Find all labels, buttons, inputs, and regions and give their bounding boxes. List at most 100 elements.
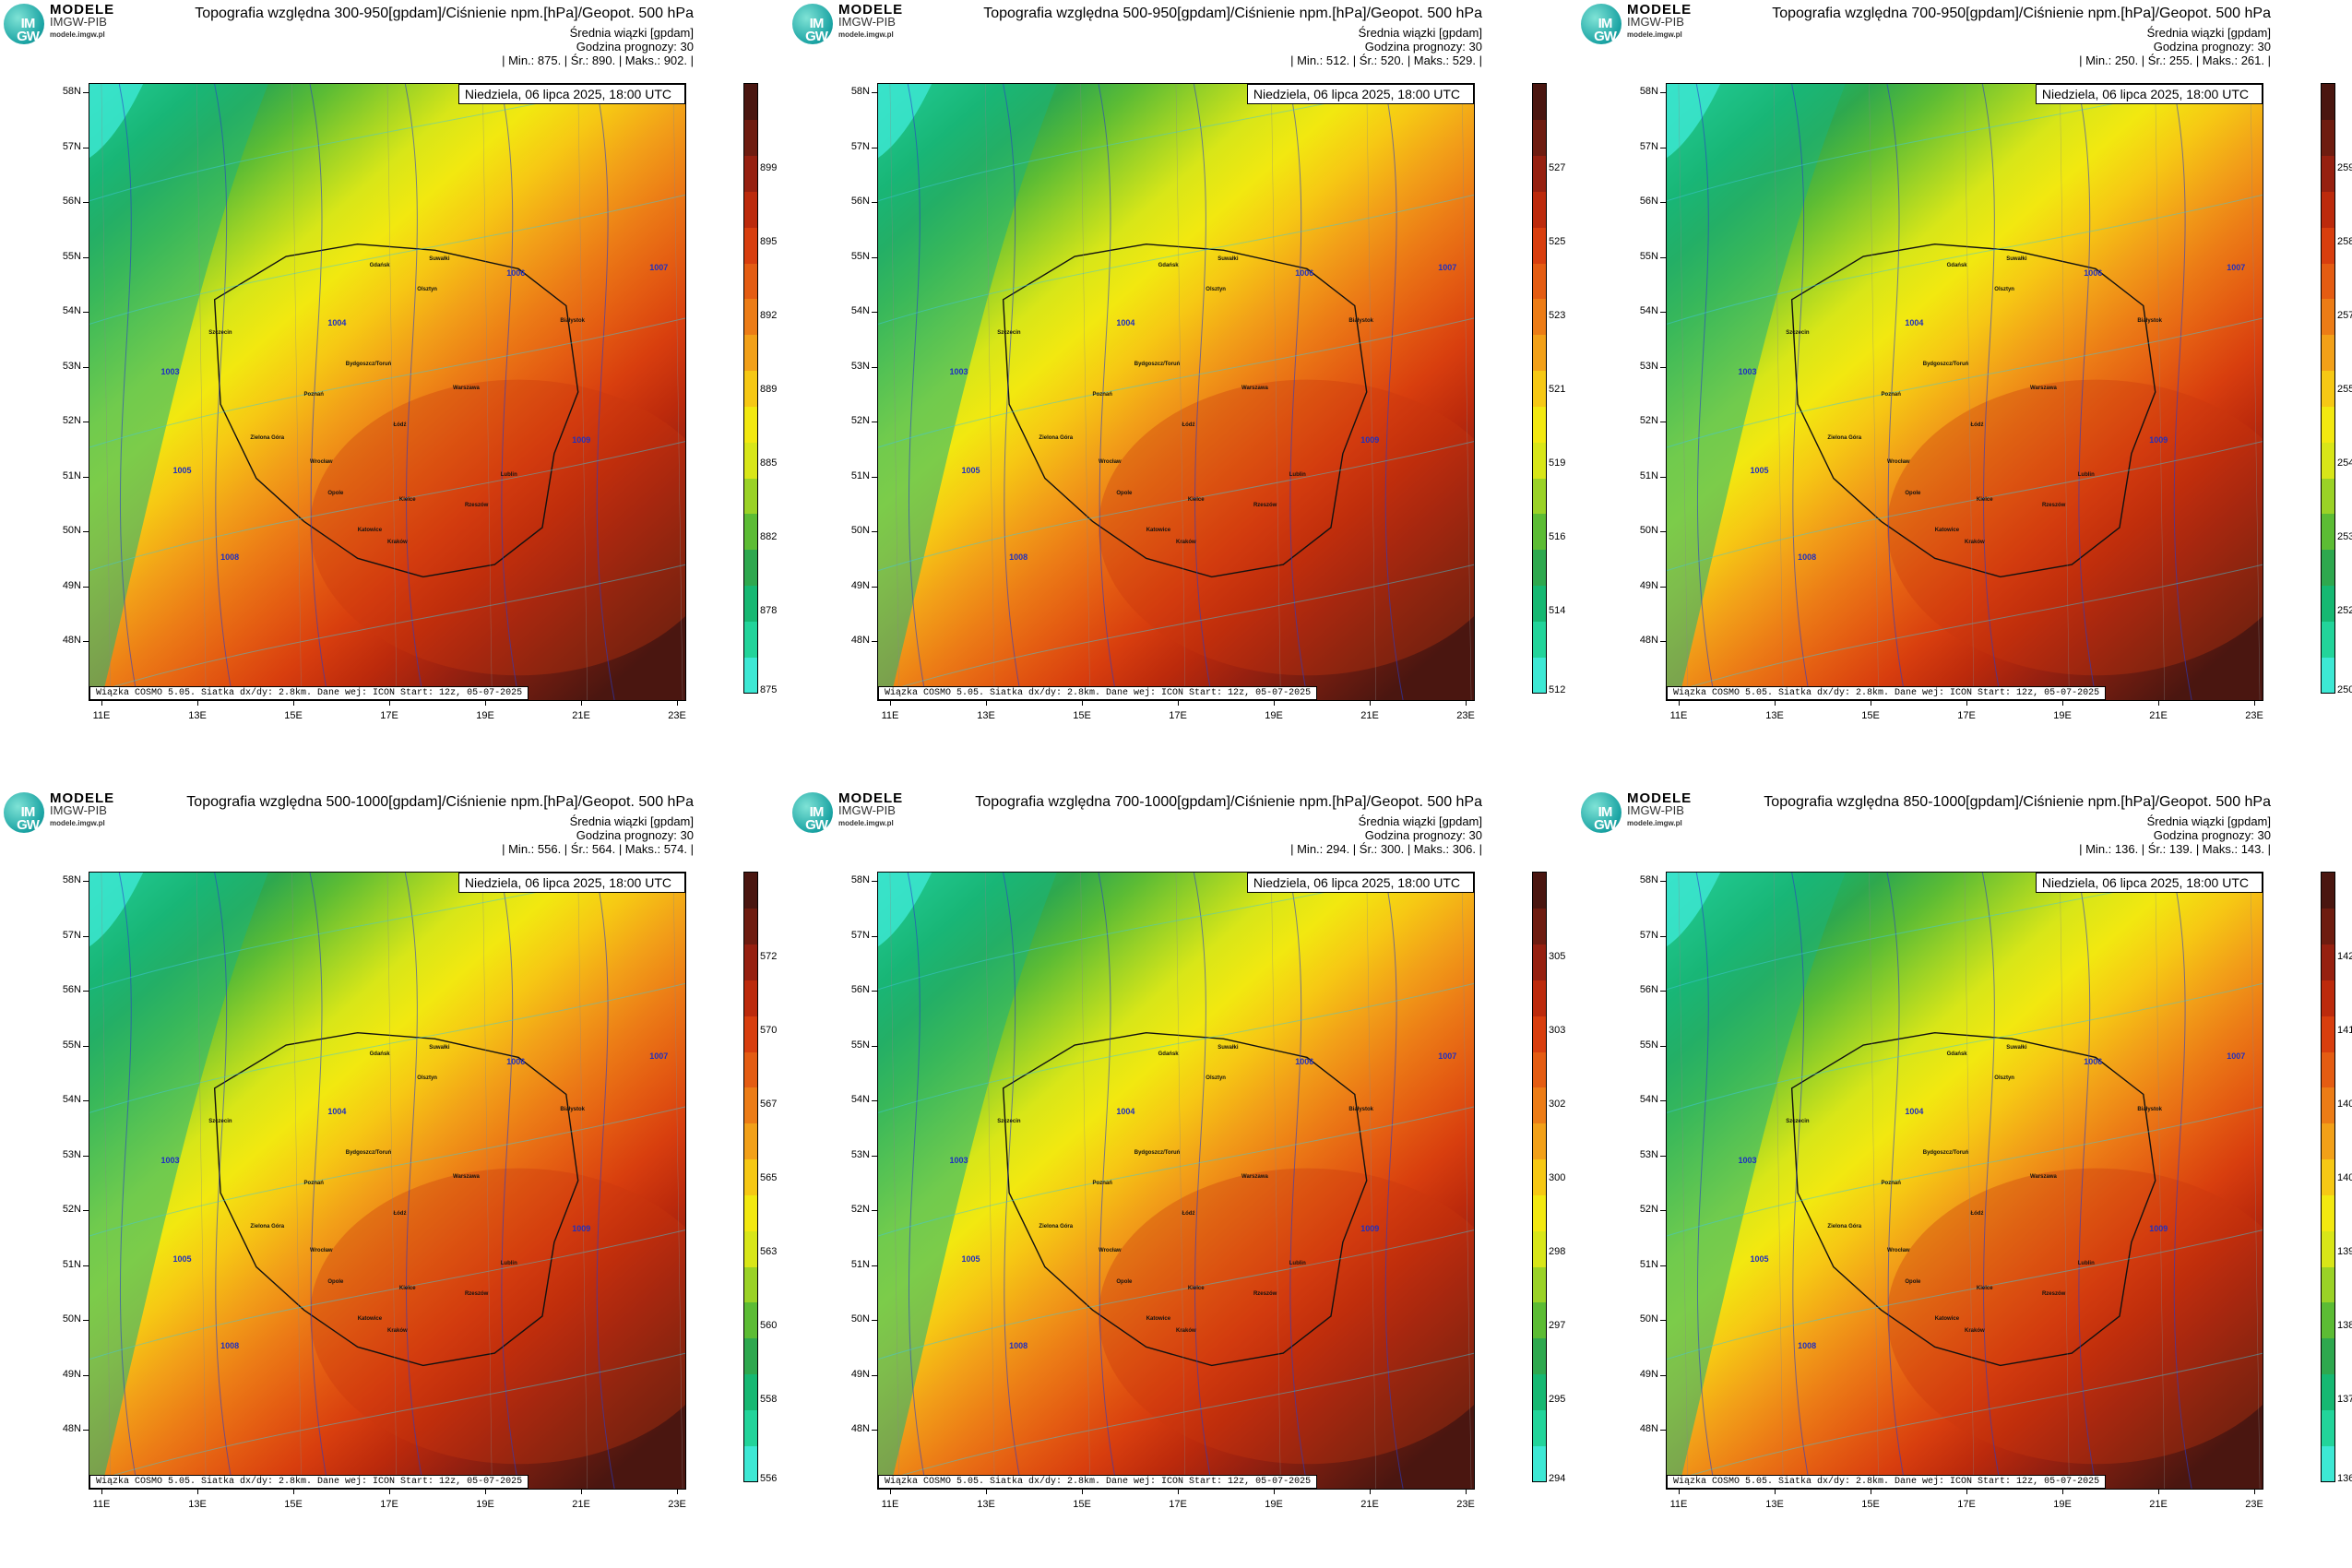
latitude-label: 52N <box>850 415 870 426</box>
isobar-label: 1003 <box>949 367 968 377</box>
colorbar-segment <box>1533 1445 1546 1482</box>
panel-subtitle: Średnia wiązki [gpdam] <box>569 26 694 40</box>
colorbar <box>2321 872 2335 1482</box>
panel-subtitle: Średnia wiązki [gpdam] <box>1358 814 1482 828</box>
colorbar-segment <box>2322 1373 2334 1410</box>
longitude-label: 15E <box>284 710 303 721</box>
isobar-label: 1008 <box>1009 552 1028 562</box>
geopotential-line <box>878 564 1474 695</box>
longitude-tick <box>1274 1489 1275 1494</box>
brand-org: IMGW-PIB <box>50 15 107 29</box>
longitude-label: 13E <box>1765 710 1784 721</box>
colorbar-segment <box>2322 980 2334 1016</box>
longitude-label: 19E <box>2053 710 2072 721</box>
meridian <box>1080 84 1090 700</box>
city-label: Suwałki <box>429 1045 450 1051</box>
latitude-tick <box>872 881 877 882</box>
imgw-logo: IM GW <box>4 792 44 833</box>
forecast-hour: Godzina prognozy: 30 <box>2153 40 2271 53</box>
map-area[interactable]: Gdańsk Suwałki Olsztyn Szczecin Białystok Byd… <box>89 872 686 1490</box>
longitude-tick <box>101 700 102 706</box>
cool-band <box>1667 84 1846 700</box>
meridian <box>672 873 683 1489</box>
meridian <box>1678 873 1689 1489</box>
city-label: Olsztyn <box>1994 287 2014 293</box>
cool-corner <box>1667 84 1721 159</box>
colorbar-segment <box>1533 1194 1546 1231</box>
colorbar-label: 563 <box>760 1246 778 1257</box>
latitude-tick <box>83 1100 89 1101</box>
map-area[interactable]: Gdańsk Suwałki Olsztyn Szczecin Białystok Byd… <box>89 83 686 701</box>
city-label: Szczecin <box>208 330 232 337</box>
longitude-tick <box>1966 1489 1967 1494</box>
isobar-line <box>214 873 234 1489</box>
longitude-tick <box>2062 1489 2063 1494</box>
imgw-logo: IM GW <box>1581 4 1621 44</box>
logo-text: IM GW <box>17 16 40 44</box>
city-label: Suwałki <box>1218 1045 1239 1051</box>
colorbar-segment <box>744 191 757 228</box>
city-label: Bydgoszcz/Toruń <box>345 361 392 367</box>
city-label: Katowice <box>357 1315 383 1322</box>
city-label: Łódź <box>1182 422 1195 429</box>
latitude-tick <box>1660 531 1666 532</box>
map-area[interactable]: Gdańsk Suwałki Olsztyn Szczecin Białystok Byd… <box>877 83 1475 701</box>
meridian <box>101 873 112 1489</box>
longitude-label: 13E <box>1765 1499 1784 1510</box>
geopotential-line <box>878 194 1474 325</box>
cool-corner <box>878 84 932 159</box>
isobar-line <box>1193 873 1213 1489</box>
forecast-hour: Godzina prognozy: 30 <box>576 828 694 842</box>
latitude-label: 54N <box>850 305 870 316</box>
map-area[interactable]: Gdańsk Suwałki Olsztyn Szczecin Białystok Byd… <box>877 872 1475 1490</box>
geopotential-line <box>878 1352 1474 1483</box>
meridian <box>1366 84 1376 700</box>
isobar-line <box>1981 873 2002 1489</box>
meridian <box>482 84 493 700</box>
isobar-label: 1006 <box>506 1057 526 1067</box>
colorbar-label: 295 <box>1549 1394 1566 1405</box>
latitude-tick <box>1660 1374 1666 1376</box>
colorbar-segment <box>1533 406 1546 443</box>
isobar-label: 1003 <box>160 1156 180 1166</box>
brand-name: MODELE <box>1627 790 1693 806</box>
isobar-line <box>1098 873 1118 1489</box>
isobar-line <box>1003 873 1023 1489</box>
colorbar-segment <box>1533 1337 1546 1375</box>
latitude-label: 57N <box>62 929 81 941</box>
meridian <box>985 873 995 1489</box>
isobar-label: 1003 <box>1738 367 1757 377</box>
brand-site: modele.imgw.pl <box>1627 30 1682 39</box>
latitude-label: 58N <box>62 86 81 97</box>
colorbar-segment <box>1533 1087 1546 1124</box>
stats-line: | Min.: 875. | Śr.: 890. | Maks.: 902. | <box>502 53 694 67</box>
latitude-tick <box>83 641 89 642</box>
latitude-tick <box>1660 1155 1666 1157</box>
colorbar-segment <box>1533 227 1546 264</box>
latitude-tick <box>83 935 89 937</box>
longitude-tick <box>890 700 891 706</box>
forecast-hour: Godzina prognozy: 30 <box>576 40 694 53</box>
colorbar-label: 567 <box>760 1099 778 1110</box>
colorbar-segment <box>1533 370 1546 407</box>
brand-site: modele.imgw.pl <box>50 30 105 39</box>
latitude-tick <box>83 881 89 882</box>
city-label: Gdańsk <box>1158 262 1179 268</box>
city-label: Kielce <box>1187 1285 1205 1291</box>
map-area[interactable]: Gdańsk Suwałki Olsztyn Szczecin Białystok Byd… <box>1666 83 2263 701</box>
city-label: Olsztyn <box>1206 287 1226 293</box>
colorbar-label: 882 <box>760 531 778 542</box>
cool-corner <box>89 873 144 947</box>
latitude-label: 56N <box>850 984 870 995</box>
colorbar-label: 137 <box>2337 1394 2352 1405</box>
city-label: Opole <box>1905 490 1921 496</box>
city-label: Szczecin <box>1786 330 1810 337</box>
latitude-tick <box>872 366 877 368</box>
map-area[interactable]: Gdańsk Suwałki Olsztyn Szczecin Białystok Byd… <box>1666 872 2263 1490</box>
meridian <box>672 84 683 700</box>
colorbar-label: 521 <box>1549 384 1566 395</box>
colorbar-segment <box>1533 549 1546 587</box>
colorbar-label: 303 <box>1549 1025 1566 1036</box>
model-footer: Wiązka COSMO 5.05. Siatka dx/dy: 2.8km. … <box>1667 686 2107 700</box>
colorbar-label: 885 <box>760 457 778 469</box>
